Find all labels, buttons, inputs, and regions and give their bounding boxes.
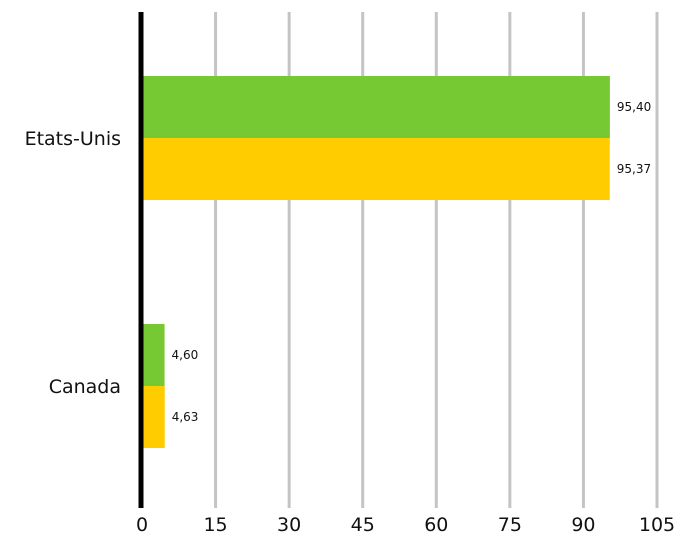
bar-etats-unis-series-1: [142, 76, 610, 138]
data-labels: 95,40 95,37 4,60 4,63: [172, 100, 652, 424]
data-label-canada-series-1: 4,60: [172, 348, 199, 362]
x-tick-label-105: 105: [639, 514, 675, 534]
category-label-canada: Canada: [49, 376, 121, 398]
bar-canada-series-2: [142, 386, 165, 448]
x-tick-label-30: 30: [277, 514, 301, 534]
x-tick-label-60: 60: [424, 514, 448, 534]
category-labels: Etats-Unis Canada: [25, 128, 121, 398]
x-tick-label-75: 75: [498, 514, 522, 534]
x-axis-tick-labels: 0 15 30 45 60 75 90 105: [136, 514, 675, 534]
data-label-canada-series-2: 4,63: [172, 410, 199, 424]
data-label-etats-unis-series-1: 95,40: [617, 100, 651, 114]
category-label-etats-unis: Etats-Unis: [25, 128, 121, 150]
x-tick-label-45: 45: [351, 514, 375, 534]
bar-etats-unis-series-2: [142, 138, 610, 200]
x-tick-label-90: 90: [571, 514, 595, 534]
bars: [142, 76, 610, 448]
bar-canada-series-1: [142, 324, 165, 386]
x-tick-label-15: 15: [203, 514, 227, 534]
x-tick-label-0: 0: [136, 514, 148, 534]
data-label-etats-unis-series-2: 95,37: [617, 162, 651, 176]
